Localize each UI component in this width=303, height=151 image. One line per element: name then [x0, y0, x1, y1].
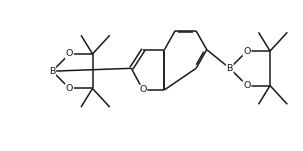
Text: B: B [227, 64, 233, 73]
Text: B: B [49, 67, 55, 76]
Text: O: O [139, 85, 147, 94]
Text: O: O [243, 81, 251, 90]
Text: O: O [243, 47, 251, 56]
Text: O: O [66, 84, 73, 93]
Text: O: O [66, 49, 73, 58]
